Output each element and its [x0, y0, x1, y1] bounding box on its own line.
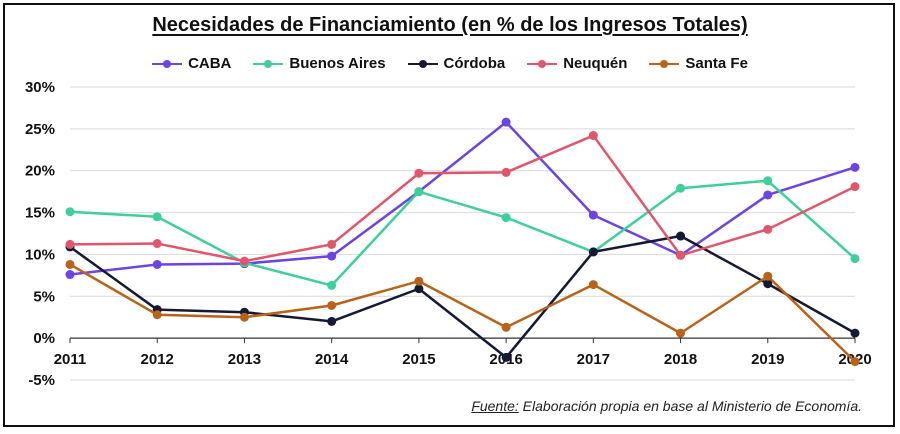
data-point-cordoba	[676, 231, 686, 241]
data-point-cordoba	[327, 316, 337, 326]
data-point-santa-fe	[850, 357, 860, 367]
data-point-neuquen	[239, 256, 249, 266]
legend-swatch-santa-fe	[649, 58, 680, 70]
legend-item-neuquen: Neuquén	[527, 55, 627, 72]
data-point-santa-fe	[763, 271, 773, 281]
data-point-neuquen	[588, 131, 598, 141]
data-point-santa-fe	[239, 312, 249, 322]
y-tick-label: 5%	[33, 288, 55, 305]
series-line-neuquen	[69, 134, 856, 263]
legend-item-caba: CABA	[152, 55, 231, 72]
source-label: Fuente:	[471, 398, 519, 414]
series-line-cordoba	[69, 234, 856, 359]
data-point-cordoba	[588, 247, 598, 257]
y-tick-label: -5%	[28, 372, 55, 389]
data-point-santa-fe	[501, 322, 511, 332]
data-point-buenos-aires	[152, 212, 162, 222]
y-tick-label: 20%	[25, 163, 55, 180]
data-point-buenos-aires	[327, 280, 337, 290]
data-point-cordoba	[850, 328, 860, 338]
data-point-neuquen	[850, 182, 860, 192]
data-point-cordoba	[501, 352, 511, 362]
data-point-cordoba	[414, 284, 424, 294]
data-point-neuquen	[152, 239, 162, 249]
y-tick-label: 15%	[25, 205, 55, 222]
data-point-neuquen	[65, 239, 75, 249]
legend-label-santa-fe: Santa Fe	[685, 55, 748, 72]
legend-swatch-cordoba	[407, 58, 438, 70]
data-point-buenos-aires	[763, 176, 773, 186]
data-point-neuquen	[327, 239, 337, 249]
data-point-buenos-aires	[414, 187, 424, 197]
data-point-neuquen	[763, 224, 773, 234]
x-tick-label: 2013	[228, 351, 261, 368]
data-point-caba	[65, 270, 75, 280]
source-text: Elaboración propia en base al Ministerio…	[518, 398, 862, 414]
data-point-caba	[327, 251, 337, 261]
x-tick-label: 2012	[141, 351, 174, 368]
data-point-buenos-aires	[501, 213, 511, 223]
series-line-santa-fe	[69, 263, 856, 363]
legend-item-santa-fe: Santa Fe	[649, 55, 748, 72]
data-point-caba	[501, 117, 511, 127]
data-point-caba	[763, 190, 773, 200]
x-tick-label: 2017	[577, 351, 610, 368]
data-point-buenos-aires	[676, 183, 686, 193]
x-tick-label: 2011	[54, 351, 87, 368]
data-point-neuquen	[501, 167, 511, 177]
legend-swatch-buenos-aires	[253, 58, 284, 70]
data-point-caba	[850, 162, 860, 172]
series-line-buenos-aires	[69, 179, 856, 287]
data-point-caba	[588, 210, 598, 220]
y-tick-label: 30%	[25, 79, 55, 96]
data-point-santa-fe	[588, 280, 598, 290]
legend-swatch-caba	[152, 58, 183, 70]
data-point-caba	[152, 259, 162, 269]
x-tick-label: 2015	[402, 351, 435, 368]
x-tick-label: 2018	[664, 351, 697, 368]
legend-item-cordoba: Córdoba	[407, 55, 506, 72]
source-note: Fuente: Elaboración propia en base al Mi…	[471, 398, 862, 414]
series-line-caba	[69, 120, 856, 276]
legend-item-buenos-aires: Buenos Aires	[253, 55, 386, 72]
data-point-buenos-aires	[65, 207, 75, 217]
legend-swatch-neuquen	[527, 58, 558, 70]
legend: CABA Buenos Aires Córdoba Neuquén Santa Fe	[0, 55, 900, 72]
data-point-neuquen	[414, 168, 424, 178]
data-point-santa-fe	[152, 310, 162, 320]
chart-frame	[3, 3, 895, 427]
legend-label-neuquen: Neuquén	[563, 55, 628, 72]
data-point-cordoba	[763, 279, 773, 289]
chart-title: Necesidades de Financiamiento (en % de l…	[152, 14, 748, 36]
y-tick-label: 0%	[33, 330, 55, 347]
x-tick-label: 2019	[751, 351, 784, 368]
data-point-santa-fe	[676, 328, 686, 338]
legend-label-caba: CABA	[188, 55, 232, 72]
x-tick-label: 2014	[315, 351, 349, 368]
legend-label-cordoba: Córdoba	[443, 55, 506, 72]
data-point-neuquen	[676, 250, 686, 260]
y-tick-label: 25%	[25, 121, 55, 138]
data-point-buenos-aires	[850, 254, 860, 264]
legend-label-buenos-aires: Buenos Aires	[289, 55, 386, 72]
y-tick-label: 10%	[25, 246, 55, 263]
data-point-santa-fe	[327, 300, 337, 310]
data-point-santa-fe	[65, 259, 75, 269]
data-point-santa-fe	[414, 276, 424, 286]
